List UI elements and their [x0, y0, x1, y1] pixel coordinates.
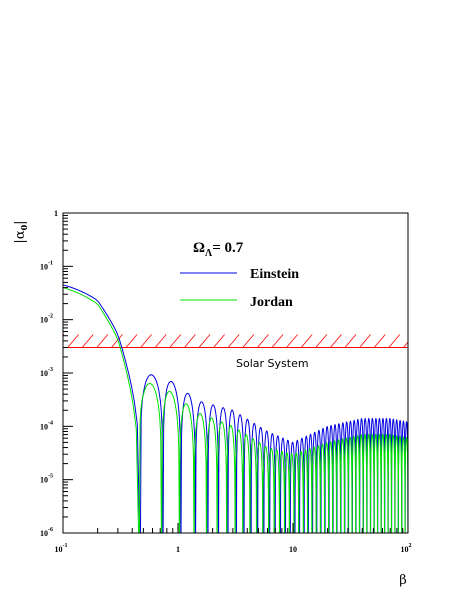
hatch-stroke [344, 334, 357, 348]
y-axis-title-end: | [13, 220, 28, 224]
hatch-stroke [63, 334, 65, 337]
hatch-stroke [403, 341, 408, 348]
hatch-stroke [184, 334, 196, 348]
solar-system-band [63, 334, 429, 349]
hatch-stroke [111, 334, 123, 348]
hatch-stroke [330, 334, 342, 348]
hatch-stroke [169, 334, 182, 348]
y-tick-label: 10-6 [40, 527, 53, 538]
y-axis-title-sub: 0 [19, 224, 29, 230]
hatch-stroke [213, 334, 225, 348]
annotation-value: = 0.7 [212, 240, 244, 256]
y-tick-label: 10-4 [40, 420, 53, 431]
x-tick-label: 10 [289, 545, 297, 554]
hatch-stroke [125, 334, 138, 348]
annotation-omega: Ω [193, 240, 205, 256]
hatch-stroke [242, 334, 255, 348]
y-axis-title: |α0| [13, 220, 29, 243]
y-tick-label: 10-1 [40, 260, 53, 271]
hatch-stroke [286, 334, 298, 348]
solar-system-label: Solar System [236, 357, 309, 370]
omega-lambda-annotation: ΩΛ= 0.7 [193, 240, 244, 259]
hatch-stroke [271, 334, 284, 348]
hatch-stroke [257, 334, 269, 348]
hatch-stroke [227, 334, 240, 348]
hatch-stroke [67, 334, 79, 348]
legend-label-jordan: Jordan [250, 295, 293, 310]
hatch-stroke [418, 335, 429, 348]
axes [62, 212, 409, 534]
tick-labels: 10-1 1 10 102 1 10-1 10-2 10-3 10-4 10-5 10-6 [40, 209, 412, 554]
x-axis-title: β [399, 573, 407, 588]
y-tick-label: 10-3 [40, 367, 53, 378]
x-tick-label: 1 [176, 545, 180, 554]
legend-label-einstein: Einstein [250, 267, 299, 282]
hatch-stroke [388, 334, 401, 348]
series-clip [63, 284, 408, 533]
y-tick-label: 1 [54, 209, 58, 218]
solar-system-hatching [63, 334, 429, 348]
hatch-stroke [315, 334, 328, 348]
y-axis-title-main: |α [13, 230, 28, 243]
hatch-stroke [81, 334, 94, 348]
hatch-stroke [198, 334, 211, 348]
svg-text:|α0|: |α0| [13, 220, 29, 243]
y-tick-label: 10-2 [40, 314, 53, 325]
x-tick-label: 10-1 [55, 543, 68, 554]
hatch-stroke [154, 334, 167, 348]
hatch-stroke [373, 334, 386, 348]
annotation-lambda: Λ [205, 248, 213, 259]
y-tick-label: 10-5 [40, 474, 53, 485]
hatch-stroke [359, 334, 371, 348]
x-tick-label: 102 [401, 543, 412, 554]
hatch-stroke [140, 334, 152, 348]
hatch-stroke [96, 334, 109, 348]
hatch-stroke [300, 334, 313, 348]
series-layer [63, 284, 408, 533]
